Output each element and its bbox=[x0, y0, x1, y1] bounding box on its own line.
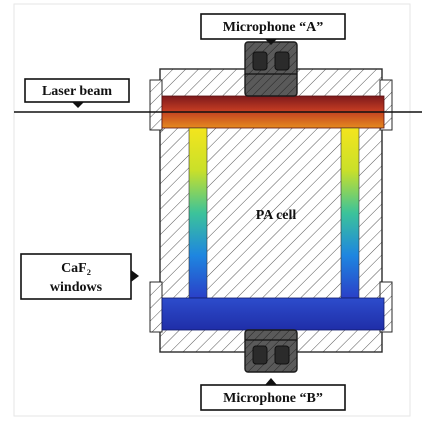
left-tube bbox=[188, 127, 208, 299]
microphone-a-text: Microphone “A” bbox=[223, 20, 323, 35]
image-frame bbox=[13, 3, 411, 417]
caf2-line2-text: windows bbox=[50, 280, 103, 295]
microphone-b-text: Microphone “B” bbox=[223, 391, 323, 406]
bottom-channel bbox=[161, 297, 385, 331]
laser-beam-label: Laser beam bbox=[24, 78, 130, 108]
right-tube bbox=[340, 127, 360, 299]
left-flange-top bbox=[149, 79, 163, 131]
laser-beam-text: Laser beam bbox=[42, 84, 112, 99]
left-flange-bottom bbox=[149, 281, 163, 333]
caf2-line1-text: CaF₂ bbox=[61, 261, 91, 276]
pa-cell-label: PA cell bbox=[256, 208, 297, 223]
microphone-b-body bbox=[244, 329, 298, 373]
microphone-a-body bbox=[244, 41, 298, 97]
microphone-a-label: Microphone “A” bbox=[200, 13, 346, 45]
caf2-windows-label: CaF₂ windows bbox=[20, 253, 139, 300]
microphone-b-label: Microphone “B” bbox=[200, 378, 346, 411]
